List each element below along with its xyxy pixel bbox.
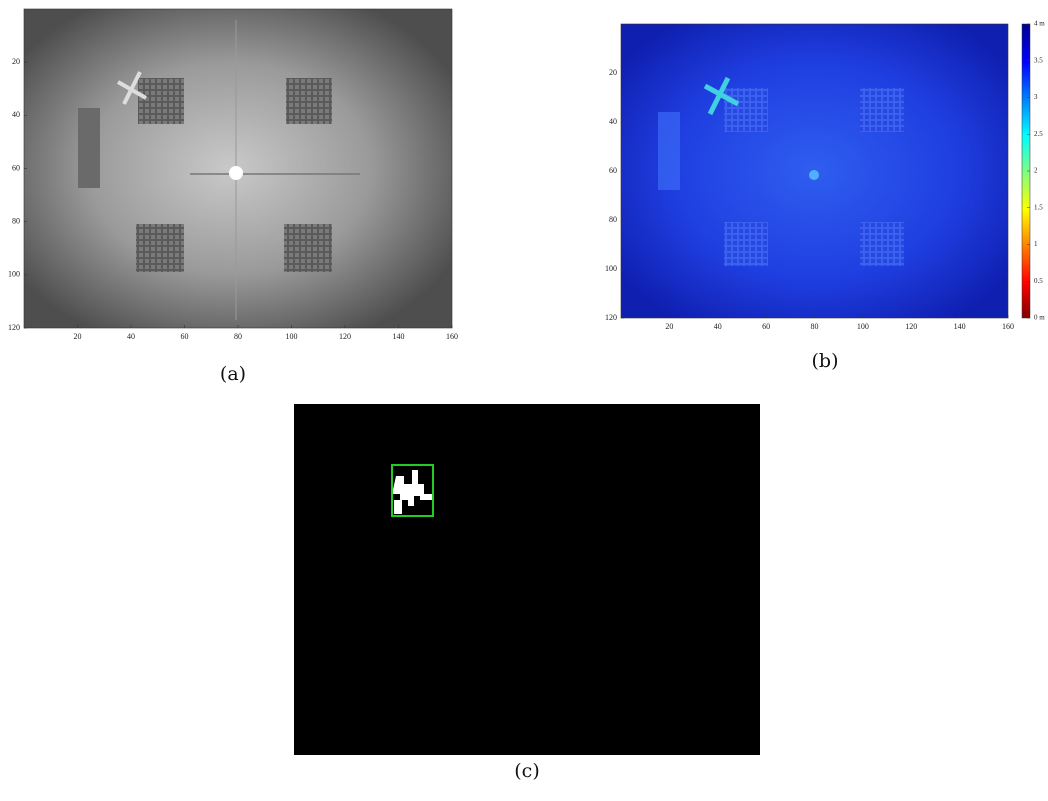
- colorbar-label: 1: [1034, 240, 1038, 248]
- x-tick-label: 60: [181, 332, 189, 341]
- x-tick-label: 80: [234, 332, 242, 341]
- y-tick-label: 60: [12, 163, 20, 172]
- y-tick-label: 40: [609, 117, 617, 126]
- figure: (a) (b) (c) 2040608010012014016020406080…: [0, 0, 1048, 801]
- x-tick-label: 120: [905, 322, 917, 331]
- colorbar-label: 3: [1034, 93, 1038, 101]
- y-tick-label: 40: [12, 110, 20, 119]
- x-tick-label: 160: [446, 332, 458, 341]
- colorbar-label: 3.5: [1034, 56, 1043, 64]
- x-tick-label: 60: [762, 322, 770, 331]
- x-tick-label: 100: [286, 332, 298, 341]
- x-tick-label: 120: [339, 332, 351, 341]
- x-tick-label: 40: [127, 332, 135, 341]
- colorbar-label: 0 m: [1034, 314, 1045, 322]
- colorbar-label: 4 m: [1034, 20, 1045, 28]
- y-tick-label: 80: [12, 216, 20, 225]
- x-tick-label: 100: [857, 322, 869, 331]
- y-tick-label: 20: [12, 57, 20, 66]
- colorbar-label: 1.5: [1034, 203, 1043, 211]
- x-tick-label: 160: [1002, 322, 1014, 331]
- y-tick-label: 60: [609, 166, 617, 175]
- x-tick-label: 140: [954, 322, 966, 331]
- x-tick-label: 20: [665, 322, 673, 331]
- x-tick-label: 40: [714, 322, 722, 331]
- x-tick-label: 20: [74, 332, 82, 341]
- y-tick-label: 120: [8, 323, 20, 332]
- image-a: [24, 9, 452, 328]
- image-b: [621, 24, 1030, 318]
- y-tick-label: 100: [605, 264, 617, 273]
- caption: (c): [514, 760, 539, 782]
- colorbar-label: 2: [1034, 167, 1038, 175]
- x-tick-label: 80: [811, 322, 819, 331]
- y-tick-label: 80: [609, 215, 617, 224]
- y-tick-label: 20: [609, 68, 617, 77]
- y-tick-label: 100: [8, 270, 20, 279]
- caption: (a): [220, 363, 246, 385]
- colorbar-label: 2.5: [1034, 130, 1043, 138]
- colorbar-label: 0.5: [1034, 277, 1043, 285]
- caption: (b): [812, 350, 839, 372]
- x-tick-label: 140: [393, 332, 405, 341]
- y-tick-label: 120: [605, 313, 617, 322]
- image-c: [294, 404, 760, 755]
